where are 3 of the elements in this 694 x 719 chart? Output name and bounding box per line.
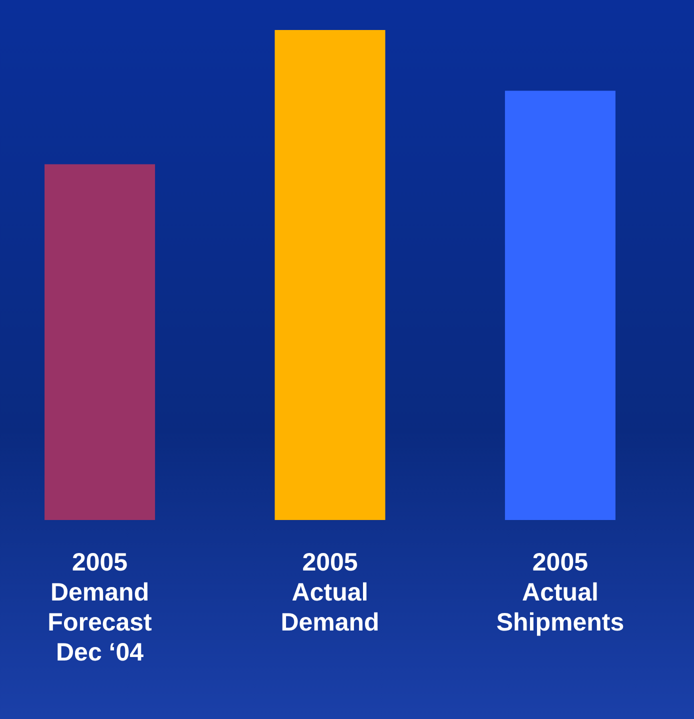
x-tick-label: 2005 Demand Forecast Dec ‘04 <box>48 548 153 666</box>
x-tick-label: 2005 Actual Demand <box>280 548 380 636</box>
x-tick-label: 2005 Actual Shipments <box>496 548 624 636</box>
